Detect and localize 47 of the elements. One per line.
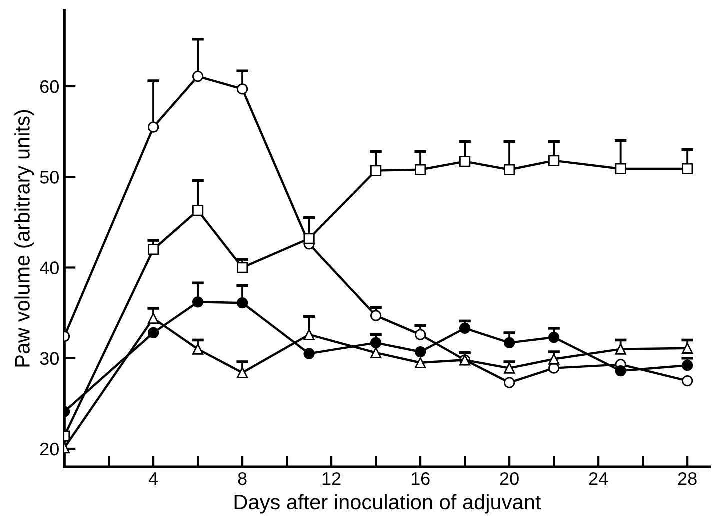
point [236, 84, 248, 95]
y-tick-label: 40 [40, 262, 59, 274]
y-axis-title: Paw volume (arbitrary units) [14, 110, 34, 367]
point [370, 337, 382, 349]
point [415, 346, 426, 358]
point [304, 329, 315, 340]
point [370, 310, 382, 322]
x-tick-label: 28 [678, 472, 697, 486]
point [415, 329, 426, 340]
x-tick-label: 24 [589, 472, 608, 486]
point [682, 163, 694, 175]
x-tick-label: 20 [500, 472, 519, 486]
point [504, 377, 516, 388]
y-tick-label: 30 [40, 352, 59, 366]
point [415, 164, 426, 176]
y-tick-label: 20 [40, 442, 59, 456]
x-tick-label: 4 [148, 472, 158, 486]
point [460, 156, 471, 168]
x-tick-label: 16 [412, 472, 430, 486]
y-tick-label: 50 [40, 171, 59, 184]
point [548, 332, 560, 344]
point [192, 205, 204, 216]
point [192, 70, 204, 82]
x-axis-title: Days after inoculation of adjuvant [234, 494, 542, 514]
point [236, 262, 248, 274]
x-tick-label: 8 [238, 472, 247, 486]
x-tick-label: 12 [322, 472, 341, 486]
point [615, 163, 626, 175]
point [548, 155, 560, 166]
point [682, 342, 694, 354]
point [148, 312, 160, 324]
point [682, 360, 694, 372]
point [304, 233, 315, 244]
point [504, 164, 516, 176]
point [682, 375, 694, 387]
y-tick-label: 60 [40, 80, 59, 94]
point [148, 122, 160, 133]
point [148, 327, 160, 339]
point [304, 348, 315, 360]
point [460, 322, 471, 334]
point [504, 337, 516, 349]
point [148, 244, 160, 256]
point [415, 357, 426, 368]
point [370, 165, 382, 176]
point [192, 296, 204, 308]
point [236, 298, 248, 309]
point [615, 365, 626, 377]
